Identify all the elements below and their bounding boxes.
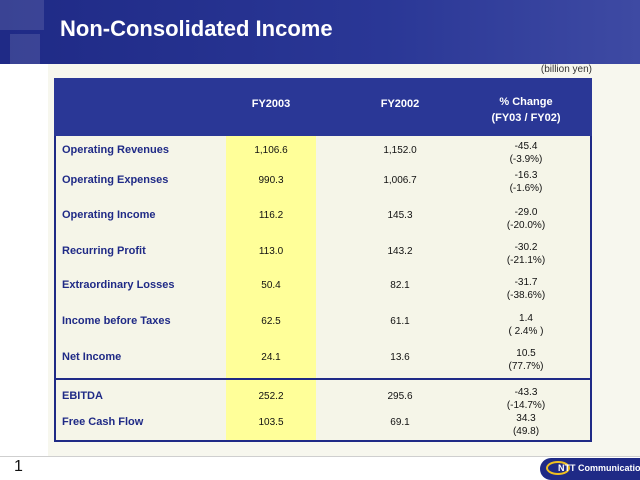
change-percent: (-1.6%) bbox=[509, 183, 543, 194]
cell-fy2003: 1,106.6 bbox=[254, 145, 288, 156]
cell-fy2002: 145.3 bbox=[387, 210, 413, 221]
row-label: EBITDA bbox=[62, 390, 103, 402]
cell-fy2003: 990.3 bbox=[258, 175, 284, 186]
page-title: Non-Consolidated Income bbox=[60, 16, 333, 41]
change-value: -45.4 bbox=[514, 141, 538, 152]
row-label: Free Cash Flow bbox=[62, 416, 144, 428]
table-header bbox=[54, 78, 592, 136]
change-value: -30.2 bbox=[514, 242, 538, 253]
header-change-line1: % Change bbox=[499, 96, 553, 108]
change-value: 1.4 bbox=[519, 313, 533, 324]
logo-text: NTT Communications bbox=[558, 463, 640, 473]
cell-fy2003: 50.4 bbox=[261, 280, 281, 291]
change-value: -16.3 bbox=[514, 170, 538, 181]
header-change-line2: (FY03 / FY02) bbox=[491, 112, 561, 124]
row-label: Recurring Profit bbox=[62, 245, 146, 257]
cell-change: -30.2 (-21.1%) bbox=[470, 241, 582, 267]
cell-fy2003: 103.5 bbox=[258, 417, 284, 428]
change-value: 34.3 bbox=[516, 413, 536, 424]
row-label: Operating Revenues bbox=[62, 144, 169, 156]
change-percent: (77.7%) bbox=[508, 361, 544, 372]
cell-fy2002: 295.6 bbox=[387, 391, 413, 402]
cell-fy2002: 13.6 bbox=[390, 352, 410, 363]
cell-change: 10.5 (77.7%) bbox=[470, 347, 582, 373]
cell-change: -29.0 (-20.0%) bbox=[470, 206, 582, 232]
cell-fy2003: 116.2 bbox=[258, 210, 284, 221]
header-tile bbox=[10, 34, 40, 64]
cell-fy2003: 252.2 bbox=[258, 391, 284, 402]
cell-fy2002: 1,006.7 bbox=[383, 175, 417, 186]
change-percent: (-38.6%) bbox=[506, 290, 546, 301]
cell-change: 34.3 (49.8) bbox=[470, 412, 582, 438]
cell-fy2002: 1,152.0 bbox=[383, 145, 417, 156]
change-value: -43.3 bbox=[514, 387, 538, 398]
row-label: Net Income bbox=[62, 351, 122, 363]
cell-change: -45.4 (-3.9%) bbox=[470, 140, 582, 166]
change-percent: ( 2.4% ) bbox=[508, 326, 544, 337]
cell-fy2002: 61.1 bbox=[390, 316, 410, 327]
header-tile bbox=[0, 0, 44, 30]
change-percent: (49.8) bbox=[512, 426, 540, 437]
cell-change: -43.3 (-14.7%) bbox=[470, 386, 582, 412]
cell-change: -31.7 (-38.6%) bbox=[470, 276, 582, 302]
cell-change: -16.3 (-1.6%) bbox=[470, 169, 582, 195]
cell-fy2003: 113.0 bbox=[258, 246, 284, 257]
page-number: 1 bbox=[14, 458, 23, 475]
change-value: -29.0 bbox=[514, 207, 538, 218]
change-percent: (-20.0%) bbox=[506, 220, 546, 231]
cell-fy2002: 143.2 bbox=[387, 246, 413, 257]
unit-note: (billion yen) bbox=[540, 64, 592, 75]
row-label: Operating Expenses bbox=[62, 174, 169, 186]
footer-divider bbox=[0, 456, 640, 457]
income-table bbox=[54, 78, 592, 442]
row-label: Extraordinary Losses bbox=[62, 279, 175, 291]
change-value: -31.7 bbox=[514, 277, 538, 288]
company-logo: NTT Communications bbox=[540, 458, 640, 480]
change-percent: (-14.7%) bbox=[506, 400, 546, 411]
header-change: % Change (FY03 / FY02) bbox=[470, 94, 582, 126]
cell-fy2002: 69.1 bbox=[390, 417, 410, 428]
change-value: 10.5 bbox=[516, 348, 536, 359]
logo-ring-icon bbox=[546, 461, 570, 475]
table-divider bbox=[56, 378, 590, 380]
cell-fy2003: 62.5 bbox=[261, 316, 281, 327]
row-label: Income before Taxes bbox=[62, 315, 171, 327]
change-percent: (-3.9%) bbox=[509, 154, 543, 165]
slide-header bbox=[0, 0, 640, 64]
cell-change: 1.4 ( 2.4% ) bbox=[470, 312, 582, 338]
row-label: Operating Income bbox=[62, 209, 156, 221]
header-fy2003: FY2003 bbox=[251, 98, 291, 110]
fy2003-highlight bbox=[226, 136, 316, 440]
change-percent: (-21.1%) bbox=[506, 255, 546, 266]
cell-fy2003: 24.1 bbox=[261, 352, 281, 363]
header-fy2002: FY2002 bbox=[380, 98, 420, 110]
cell-fy2002: 82.1 bbox=[390, 280, 410, 291]
